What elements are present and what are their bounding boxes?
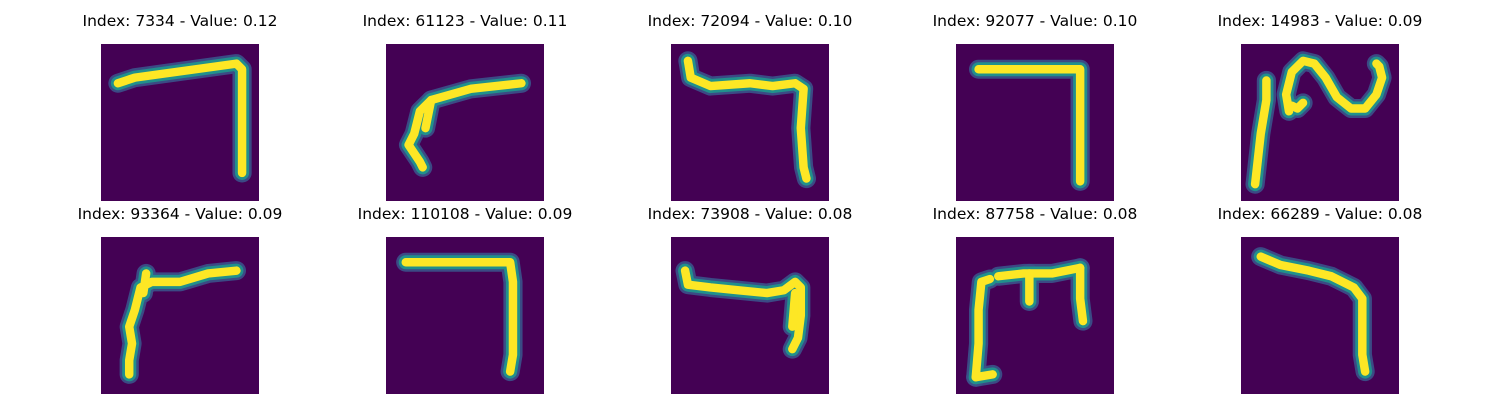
- panel-title: Index: 7334 - Value: 0.12: [82, 12, 278, 30]
- panel-title: Index: 61123 - Value: 0.11: [362, 12, 568, 30]
- panel-title: Index: 92077 - Value: 0.10: [932, 12, 1138, 30]
- panel-7: Index: 73908 - Value: 0.08: [630, 203, 870, 394]
- panel-2: Index: 72094 - Value: 0.10: [630, 10, 870, 201]
- panel-title: Index: 73908 - Value: 0.08: [647, 205, 853, 223]
- panel-6: Index: 110108 - Value: 0.09: [345, 203, 585, 394]
- panel-5: Index: 93364 - Value: 0.09: [60, 203, 300, 394]
- digit-image: [386, 237, 544, 394]
- panel-0: Index: 7334 - Value: 0.12: [60, 10, 300, 201]
- digit-image: [1241, 237, 1399, 394]
- digit-image: [671, 237, 829, 394]
- digit-image: [386, 44, 544, 201]
- digit-image: [956, 237, 1114, 394]
- panel-8: Index: 87758 - Value: 0.08: [915, 203, 1155, 394]
- panel-title: Index: 110108 - Value: 0.09: [357, 205, 573, 223]
- panel-title: Index: 93364 - Value: 0.09: [77, 205, 283, 223]
- panel-title: Index: 66289 - Value: 0.08: [1217, 205, 1423, 223]
- panel-title: Index: 87758 - Value: 0.08: [932, 205, 1138, 223]
- digit-image: [671, 44, 829, 201]
- digit-image: [101, 44, 259, 201]
- digit-image: [956, 44, 1114, 201]
- panel-3: Index: 92077 - Value: 0.10: [915, 10, 1155, 201]
- panel-title: Index: 14983 - Value: 0.09: [1217, 12, 1423, 30]
- panel-1: Index: 61123 - Value: 0.11: [345, 10, 585, 201]
- panel-9: Index: 66289 - Value: 0.08: [1200, 203, 1440, 394]
- panel-4: Index: 14983 - Value: 0.09: [1200, 10, 1440, 201]
- digit-image: [1241, 44, 1399, 201]
- digit-image: [101, 237, 259, 394]
- panel-title: Index: 72094 - Value: 0.10: [647, 12, 853, 30]
